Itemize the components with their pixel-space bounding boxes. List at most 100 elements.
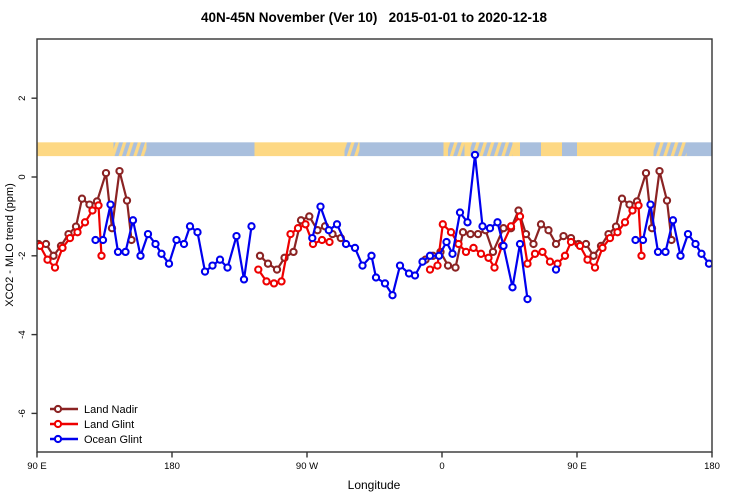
- data-point-marker: [523, 294, 532, 304]
- data-point-marker: [589, 251, 598, 260]
- data-point-marker: [172, 235, 181, 245]
- data-point-marker: [97, 251, 106, 260]
- data-point-marker: [575, 241, 585, 251]
- data-point-marker: [73, 228, 82, 237]
- data-point-marker: [208, 261, 217, 270]
- axes: 90 E 180 90 W 0 90 E 180 2 0 -2 -4 -6: [17, 96, 720, 472]
- data-point-marker: [704, 259, 712, 268]
- data-point-marker: [94, 201, 103, 210]
- data-point-marker: [448, 249, 457, 258]
- data-point-marker: [617, 194, 627, 203]
- map-band-segment-land: [254, 142, 345, 157]
- map-band-segment-land: [577, 142, 654, 157]
- data-point-marker: [551, 265, 561, 274]
- data-point-marker: [324, 226, 333, 235]
- chart-title: 40N-45N November (Ver 10) 2015-01-01 to …: [201, 10, 547, 25]
- data-point-marker: [200, 267, 210, 276]
- data-point-marker: [559, 231, 568, 241]
- data-point-marker: [43, 255, 52, 264]
- map-band-segment-mixed: [448, 142, 465, 157]
- data-point-marker: [37, 241, 45, 251]
- data-point-marker: [613, 228, 622, 237]
- data-point-marker: [277, 277, 286, 286]
- data-point-marker: [122, 196, 132, 205]
- data-point-marker: [466, 229, 475, 239]
- data-point-marker: [638, 235, 648, 245]
- data-point-marker: [442, 237, 451, 247]
- data-point-marker: [157, 249, 166, 258]
- data-point-marker: [164, 259, 174, 268]
- data-point-marker: [434, 251, 444, 260]
- data-point-marker: [136, 251, 145, 260]
- data-point-marker: [655, 166, 664, 176]
- data-point-marker: [425, 251, 435, 260]
- data-point-marker: [455, 208, 465, 217]
- data-point-marker: [545, 257, 555, 266]
- data-point-marker: [58, 243, 67, 253]
- x-tick-label: 180: [704, 461, 720, 472]
- data-point-marker: [358, 261, 367, 270]
- data-point-marker: [185, 222, 195, 231]
- data-point-marker: [289, 247, 298, 257]
- y-tick-label: 2: [17, 96, 28, 101]
- data-point-marker: [262, 277, 271, 286]
- data-point-marker: [223, 263, 232, 272]
- data-point-marker: [661, 247, 670, 257]
- x-tick-label: 180: [164, 461, 180, 472]
- data-point-marker: [425, 265, 435, 274]
- data-point-marker: [523, 259, 532, 268]
- map-band-segment-ocean: [686, 142, 712, 157]
- data-point-marker: [301, 220, 310, 229]
- data-point-marker: [493, 218, 502, 227]
- data-point-marker: [476, 249, 486, 258]
- map-band-segment-ocean: [562, 142, 577, 157]
- data-point-marker: [380, 279, 390, 288]
- data-point-marker: [121, 247, 130, 257]
- data-point-marker: [232, 231, 241, 241]
- map-band-segment-mixed: [653, 142, 687, 157]
- data-point-marker: [454, 239, 463, 249]
- data-point-marker: [91, 235, 100, 245]
- data-point-marker: [529, 239, 538, 249]
- data-point-marker: [473, 229, 483, 239]
- data-point-marker: [410, 271, 420, 280]
- map-band-segment-land: [512, 142, 520, 157]
- data-point-marker: [469, 243, 478, 253]
- y-axis-label: XCO2 - MLO trend (ppm): [4, 183, 16, 306]
- series-line: [311, 153, 529, 301]
- data-point-marker: [106, 200, 115, 209]
- data-point-marker: [388, 291, 397, 300]
- data-point-marker: [367, 251, 376, 260]
- data-point-marker: [350, 243, 360, 253]
- data-point-marker: [115, 166, 124, 176]
- data-point-marker: [551, 239, 561, 249]
- data-point-marker: [598, 243, 607, 253]
- data-point-marker: [536, 220, 546, 229]
- data-point-marker: [631, 235, 640, 245]
- data-point-marker: [461, 247, 471, 257]
- data-point-marker: [646, 200, 655, 209]
- data-point-marker: [676, 251, 685, 260]
- data-point-marker: [193, 228, 202, 237]
- data-point-marker: [128, 216, 138, 225]
- data-point-marker: [433, 261, 442, 270]
- data-point-marker: [463, 218, 472, 227]
- data-point-marker: [77, 194, 87, 203]
- legend: Land Nadir Land Glint Ocean Glint: [50, 404, 142, 446]
- data-series: [37, 150, 712, 304]
- data-point-marker: [620, 218, 630, 227]
- data-point-marker: [254, 265, 263, 274]
- data-point-marker: [484, 253, 493, 262]
- data-point-marker: [485, 224, 495, 233]
- data-point-marker: [269, 279, 279, 288]
- data-point-marker: [653, 247, 663, 257]
- x-axis-label: Longitude: [348, 478, 401, 492]
- data-point-marker: [662, 196, 672, 205]
- legend-marker: [53, 404, 63, 414]
- data-point-marker: [515, 239, 525, 249]
- data-point-marker: [371, 273, 381, 282]
- data-point-marker: [634, 201, 643, 210]
- data-point-marker: [691, 239, 700, 249]
